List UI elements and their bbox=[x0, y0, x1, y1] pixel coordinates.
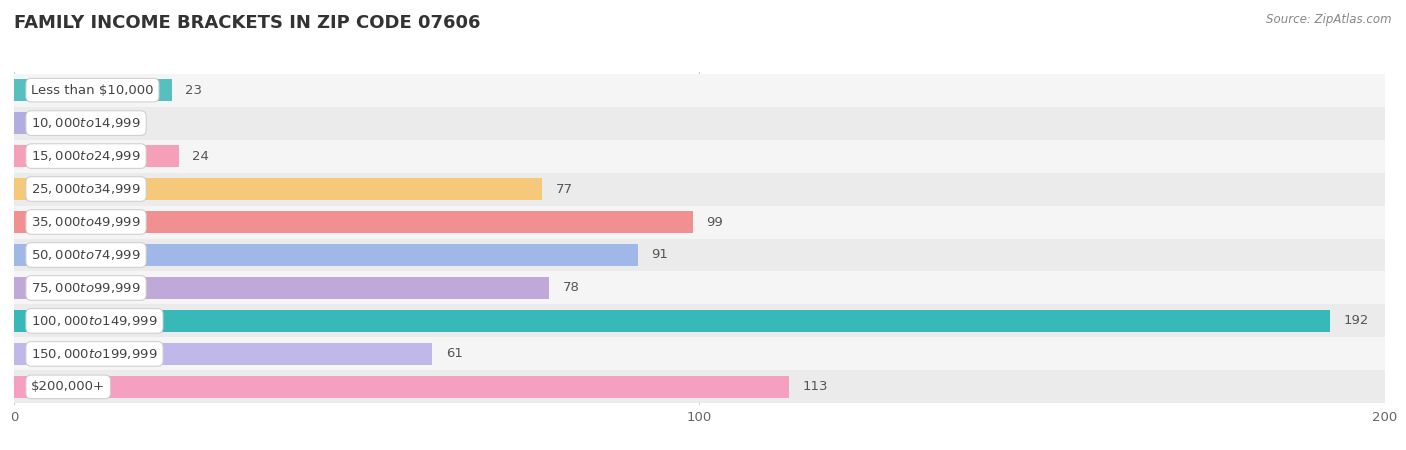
Text: $150,000 to $199,999: $150,000 to $199,999 bbox=[31, 347, 157, 361]
Text: 192: 192 bbox=[1344, 315, 1369, 328]
Bar bbox=[14, 244, 638, 266]
Bar bbox=[14, 310, 1330, 332]
Text: 91: 91 bbox=[651, 248, 668, 261]
Text: Source: ZipAtlas.com: Source: ZipAtlas.com bbox=[1267, 14, 1392, 27]
Bar bbox=[14, 172, 1385, 206]
Bar bbox=[14, 370, 1385, 403]
Text: 77: 77 bbox=[555, 183, 572, 196]
Text: FAMILY INCOME BRACKETS IN ZIP CODE 07606: FAMILY INCOME BRACKETS IN ZIP CODE 07606 bbox=[14, 14, 481, 32]
Text: 23: 23 bbox=[186, 84, 202, 97]
Text: Less than $10,000: Less than $10,000 bbox=[31, 84, 153, 97]
Bar bbox=[14, 107, 1385, 140]
Bar bbox=[14, 277, 548, 299]
Text: $200,000+: $200,000+ bbox=[31, 380, 105, 393]
Text: $100,000 to $149,999: $100,000 to $149,999 bbox=[31, 314, 157, 328]
Bar bbox=[14, 206, 1385, 238]
Text: $75,000 to $99,999: $75,000 to $99,999 bbox=[31, 281, 141, 295]
Text: $50,000 to $74,999: $50,000 to $74,999 bbox=[31, 248, 141, 262]
Bar bbox=[14, 343, 432, 365]
Text: 61: 61 bbox=[446, 347, 463, 360]
Text: 99: 99 bbox=[706, 216, 723, 229]
Bar bbox=[14, 238, 1385, 271]
Text: 24: 24 bbox=[193, 149, 209, 162]
Bar bbox=[14, 112, 42, 134]
Bar bbox=[14, 178, 541, 200]
Text: $15,000 to $24,999: $15,000 to $24,999 bbox=[31, 149, 141, 163]
Bar bbox=[14, 74, 1385, 107]
Text: 113: 113 bbox=[803, 380, 828, 393]
Bar bbox=[14, 376, 789, 398]
Text: $25,000 to $34,999: $25,000 to $34,999 bbox=[31, 182, 141, 196]
Bar bbox=[14, 79, 172, 101]
Text: 4: 4 bbox=[55, 117, 63, 130]
Text: $10,000 to $14,999: $10,000 to $14,999 bbox=[31, 116, 141, 130]
Bar bbox=[14, 271, 1385, 305]
Bar bbox=[14, 338, 1385, 370]
Bar bbox=[14, 140, 1385, 172]
Text: $35,000 to $49,999: $35,000 to $49,999 bbox=[31, 215, 141, 229]
Bar bbox=[14, 211, 693, 233]
Bar bbox=[14, 305, 1385, 338]
Text: 78: 78 bbox=[562, 281, 579, 294]
Bar bbox=[14, 145, 179, 167]
